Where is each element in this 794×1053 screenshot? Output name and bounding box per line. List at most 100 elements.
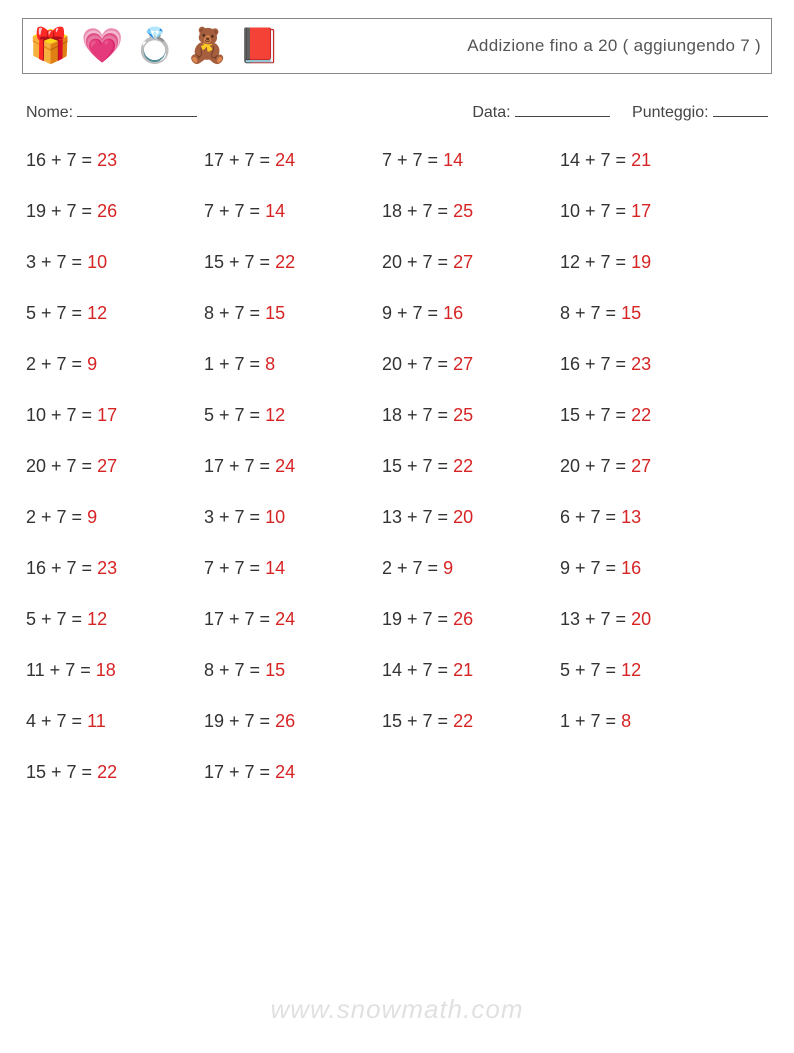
problem-r11-c1: 19 + 7 = 26 [204,711,376,732]
problem-r1-c0: 19 + 7 = 26 [26,201,198,222]
problem-r6-c3: 20 + 7 = 27 [560,456,732,477]
problem-r8-c1: 7 + 7 = 14 [204,558,376,579]
equation: 7 + 7 = [382,150,443,170]
answer: 22 [453,456,473,476]
equation: 6 + 7 = [560,507,621,527]
problem-r5-c0: 10 + 7 = 17 [26,405,198,426]
header-icon-2: 💍 [134,29,176,63]
problem-r3-c0: 5 + 7 = 12 [26,303,198,324]
equation: 18 + 7 = [382,201,453,221]
answer: 15 [621,303,641,323]
problem-r6-c2: 15 + 7 = 22 [382,456,554,477]
problem-r7-c3: 6 + 7 = 13 [560,507,732,528]
answer: 27 [631,456,651,476]
answer: 12 [87,609,107,629]
equation: 13 + 7 = [560,609,631,629]
name-label: Nome: [26,104,73,122]
equation: 20 + 7 = [382,354,453,374]
problems-grid: 16 + 7 = 23 17 + 7 = 24 7 + 7 = 14 14 + 7 =… [26,150,772,783]
problem-r12-c3 [560,762,732,783]
equation: 14 + 7 = [560,150,631,170]
answer: 21 [453,660,473,680]
equation: 20 + 7 = [560,456,631,476]
problem-r8-c0: 16 + 7 = 23 [26,558,198,579]
answer: 24 [275,609,295,629]
answer: 25 [453,201,473,221]
problem-r3-c1: 8 + 7 = 15 [204,303,376,324]
answer: 19 [631,252,651,272]
problem-r4-c0: 2 + 7 = 9 [26,354,198,375]
problem-r8-c2: 2 + 7 = 9 [382,558,554,579]
answer: 25 [453,405,473,425]
problem-r5-c3: 15 + 7 = 22 [560,405,732,426]
problem-r9-c1: 17 + 7 = 24 [204,609,376,630]
equation: 7 + 7 = [204,558,265,578]
problem-r9-c2: 19 + 7 = 26 [382,609,554,630]
score-blank[interactable] [713,102,768,117]
date-blank[interactable] [515,102,610,117]
equation: 8 + 7 = [560,303,621,323]
answer: 8 [265,354,275,374]
answer: 20 [631,609,651,629]
problem-r10-c3: 5 + 7 = 12 [560,660,732,681]
header-icon-0: 🎁 [29,29,71,63]
problem-r6-c1: 17 + 7 = 24 [204,456,376,477]
date-label: Data: [472,104,510,121]
problem-r7-c2: 13 + 7 = 20 [382,507,554,528]
equation: 15 + 7 = [26,762,97,782]
problem-r0-c3: 14 + 7 = 21 [560,150,732,171]
answer: 23 [97,558,117,578]
answer: 14 [443,150,463,170]
equation: 15 + 7 = [382,711,453,731]
answer: 8 [621,711,631,731]
equation: 17 + 7 = [204,456,275,476]
equation: 3 + 7 = [26,252,87,272]
answer: 16 [621,558,641,578]
answer: 12 [265,405,285,425]
problem-r9-c0: 5 + 7 = 12 [26,609,198,630]
equation: 5 + 7 = [26,303,87,323]
problem-r1-c2: 18 + 7 = 25 [382,201,554,222]
problem-r2-c3: 12 + 7 = 19 [560,252,732,273]
problem-r10-c0: 11 + 7 = 18 [26,660,198,681]
answer: 26 [275,711,295,731]
answer: 27 [97,456,117,476]
answer: 22 [631,405,651,425]
problem-r9-c3: 13 + 7 = 20 [560,609,732,630]
problem-r2-c2: 20 + 7 = 27 [382,252,554,273]
problem-r4-c3: 16 + 7 = 23 [560,354,732,375]
name-blank[interactable] [77,102,197,117]
answer: 11 [87,711,106,731]
answer: 18 [96,660,116,680]
problem-r7-c0: 2 + 7 = 9 [26,507,198,528]
header-icon-4: 📕 [238,29,280,63]
equation: 12 + 7 = [560,252,631,272]
answer: 9 [443,558,453,578]
equation: 20 + 7 = [382,252,453,272]
answer: 17 [631,201,651,221]
answer: 12 [87,303,107,323]
equation: 10 + 7 = [560,201,631,221]
equation: 5 + 7 = [560,660,621,680]
answer: 15 [265,660,285,680]
answer: 24 [275,150,295,170]
answer: 16 [443,303,463,323]
problem-r12-c0: 15 + 7 = 22 [26,762,198,783]
equation: 3 + 7 = [204,507,265,527]
equation: 7 + 7 = [204,201,265,221]
equation: 11 + 7 = [26,660,96,680]
problem-r3-c3: 8 + 7 = 15 [560,303,732,324]
answer: 22 [453,711,473,731]
answer: 14 [265,558,285,578]
equation: 1 + 7 = [560,711,621,731]
answer: 24 [275,762,295,782]
equation: 15 + 7 = [204,252,275,272]
answer: 13 [621,507,641,527]
equation: 9 + 7 = [560,558,621,578]
problem-r0-c1: 17 + 7 = 24 [204,150,376,171]
answer: 24 [275,456,295,476]
equation: 5 + 7 = [26,609,87,629]
header-icon-1: 💗 [81,29,123,63]
worksheet-header: 🎁💗💍🧸📕 Addizione fino a 20 ( aggiungendo … [22,18,772,74]
answer: 26 [97,201,117,221]
